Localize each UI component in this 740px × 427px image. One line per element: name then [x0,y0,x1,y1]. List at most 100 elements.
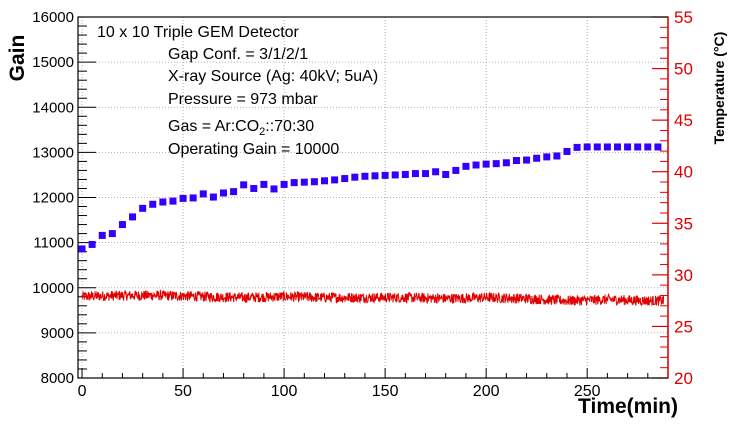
gain-point [98,231,106,239]
gain-point [533,154,541,162]
gain-point [260,180,268,188]
x-tick-label: 50 [174,383,192,400]
gain-point [543,153,551,161]
gain-point [240,181,248,189]
gain-point [492,160,500,168]
gain-point [391,171,399,179]
gain-point [149,200,157,208]
gain-point [401,170,409,178]
gain-point [169,197,177,205]
gain-point [78,245,86,253]
gain-point [270,185,278,193]
y2-tick-label: 30 [674,266,693,285]
gain-point [381,171,389,179]
annotation-gas-suffix: ::70:30 [265,118,314,135]
y-tick-label: 12000 [32,190,74,207]
annotation-gap-conf: Gap Conf. = 3/1/2/1 [168,46,308,63]
gain-point [341,175,349,183]
tick-labels: 0 50 100 150 200 2508000900010000110001200013… [32,8,693,400]
temperature-line [81,289,665,307]
gain-point [219,189,227,197]
gain-point [563,147,571,155]
y-tick-label: 11000 [33,235,74,252]
gain-point [462,162,470,170]
y-tick-label: 9000 [41,325,74,342]
x-tick-label: 250 [574,383,601,400]
gain-point [583,143,591,151]
y2-tick-label: 45 [674,111,693,130]
x-tick-label: 0 [78,383,87,400]
gain-point [361,172,369,180]
x-tick-label: 200 [473,383,500,400]
gain-point [573,143,581,151]
y-tick-label: 13000 [32,144,74,161]
gain-point [603,143,611,151]
gain-point [88,240,96,248]
gain-point [613,143,621,151]
gain-point [422,170,430,178]
y2-axis-label: Temperature (°C) [711,32,727,145]
y-tick-label: 8000 [41,370,74,387]
annotation-gas: Gas = Ar:CO2::70:30 [168,118,314,138]
y2-tick-label: 55 [674,8,693,27]
gain-point [310,178,318,186]
gain-point [634,143,642,151]
gain-point [179,194,187,202]
x-tick-label: 100 [271,383,298,400]
gain-point [553,152,561,160]
x-axis-label: Time(min) [578,395,678,418]
gain-point [351,173,359,181]
gain-point [624,143,632,151]
gain-point [331,176,339,184]
gain-point [230,188,238,196]
y-tick-label: 16000 [32,9,74,26]
y-axis-label: Gain [6,35,29,82]
y-tick-label: 14000 [32,99,74,116]
annotation-gas-subscript: 2 [259,126,265,138]
temperature-series [81,289,665,307]
annotation-pressure: Pressure = 973 mbar [168,91,319,108]
gain-point [209,193,217,201]
gain-point [452,166,460,174]
gain-point [159,198,167,206]
gain-point [472,161,480,169]
gain-point [108,230,116,238]
y2-tick-label: 20 [674,369,693,388]
gain-point [250,184,258,192]
gain-point [280,180,288,188]
gain-point [432,168,440,176]
annotation-operating-gain: Operating Gain = 10000 [168,141,339,158]
gain-point [139,204,147,212]
y2-tick-label: 40 [674,163,693,182]
annotation-xray-source: X-ray Source (Ag: 40kV; 5uA) [168,68,378,85]
gain-point [482,160,490,168]
gain-point [118,221,126,229]
y2-tick-label: 25 [674,317,693,336]
gain-point [512,157,520,164]
gain-point [321,177,329,185]
gain-series [78,143,662,253]
y-tick-label: 15000 [32,54,74,71]
gain-point [189,194,197,202]
gain-point [199,190,207,198]
gain-point [593,143,601,151]
gain-point [371,172,379,180]
x-tick-label: 150 [372,383,399,400]
gain-point [523,156,531,164]
gain-point [644,143,652,151]
gain-point [502,159,510,167]
y2-tick-label: 50 [674,60,693,79]
gain-point [654,143,662,151]
y-tick-label: 10000 [32,280,74,297]
gain-point [290,179,298,187]
y2-tick-label: 35 [674,214,693,233]
gain-point [129,213,137,221]
chart-title: 10 x 10 Triple GEM Detector [97,24,300,41]
gain-point [300,178,308,186]
grid-lines [78,17,668,378]
gain-point [411,170,419,178]
annotation-gas-prefix: Gas = Ar:CO [168,118,259,135]
gain-point [442,170,450,178]
